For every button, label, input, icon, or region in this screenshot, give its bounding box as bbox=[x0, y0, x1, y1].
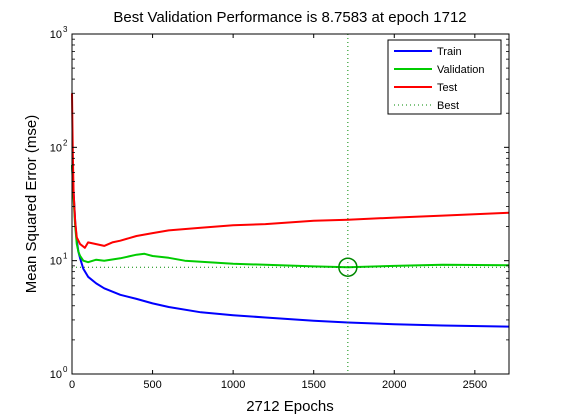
x-tick-label: 0 bbox=[69, 379, 75, 391]
legend-label-test: Test bbox=[437, 82, 457, 94]
legend-box bbox=[387, 39, 502, 115]
legend-label-validation: Validation bbox=[437, 64, 485, 76]
series-line-validation bbox=[71, 164, 510, 269]
x-tick-label: 2000 bbox=[382, 379, 406, 391]
x-tick-label: 2500 bbox=[463, 379, 487, 391]
y-tick-label: 10 bbox=[50, 29, 62, 41]
y-tick-label: 10 bbox=[50, 369, 62, 381]
y-axis-label: Mean Squared Error (mse) bbox=[23, 115, 40, 293]
x-axis-label: 2712 Epochs bbox=[246, 398, 334, 415]
series-line-test bbox=[71, 93, 510, 249]
y-tick-exponent: 0 bbox=[63, 365, 68, 374]
x-tick-label: 1500 bbox=[301, 379, 325, 391]
x-tick-label: 500 bbox=[143, 379, 161, 391]
best-marker-layer bbox=[72, 34, 509, 374]
y-tick-exponent: 3 bbox=[63, 25, 68, 34]
plot-frame bbox=[71, 33, 510, 375]
legend-label-train: Train bbox=[437, 46, 462, 58]
chart-title: Best Validation Performance is 8.7583 at… bbox=[113, 9, 466, 26]
y-tick-label: 10 bbox=[50, 256, 62, 268]
best-point-marker bbox=[338, 257, 358, 277]
legend: Train Validation Test Best bbox=[387, 39, 502, 115]
y-tick-exponent: 1 bbox=[63, 252, 68, 261]
series-layer bbox=[71, 93, 510, 328]
x-tick-label: 1000 bbox=[221, 379, 245, 391]
legend-label-best: Best bbox=[437, 100, 459, 112]
y-tick-label: 10 bbox=[50, 142, 62, 154]
y-tick-exponent: 2 bbox=[63, 138, 68, 147]
